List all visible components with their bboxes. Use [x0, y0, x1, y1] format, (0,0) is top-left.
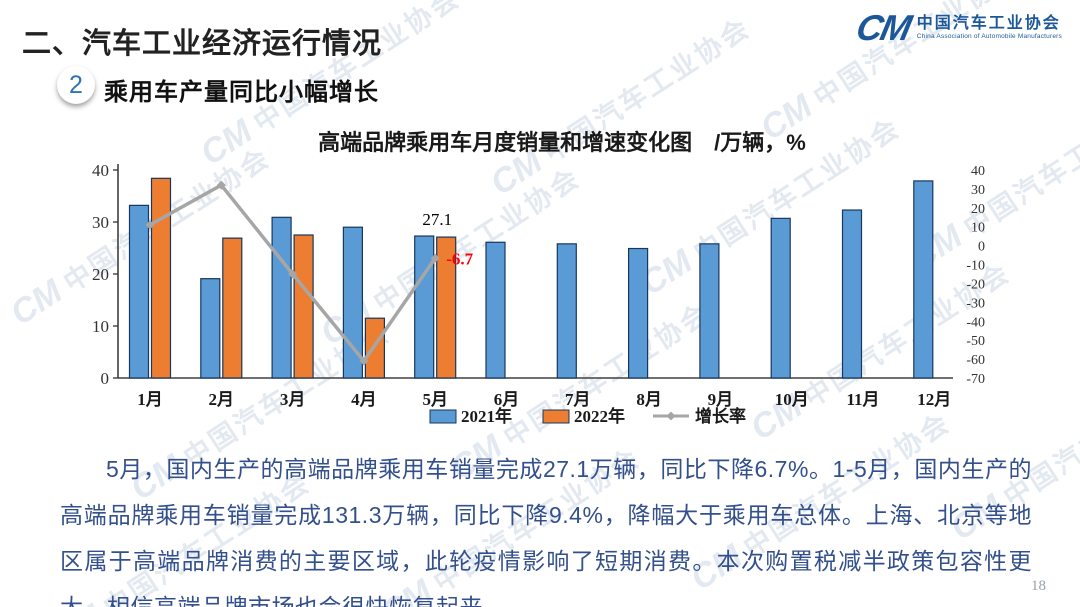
x-axis-label-8月: 8月	[636, 390, 662, 409]
caam-logo-name-cn: 中国汽车工业协会	[916, 15, 1061, 33]
section-title: 二、汽车工业经济运行情况	[22, 28, 383, 60]
body-paragraph: 5月，国内生产的高端品牌乘用车销量完成27.1万辆，同比下降6.7%。1-5月，…	[60, 456, 1032, 607]
bar-2021-1月	[128, 204, 150, 379]
bar-2022-1月	[150, 177, 172, 379]
legend-label-growth: 增长率	[695, 406, 746, 426]
y2-axis-tick-label: 10	[971, 221, 985, 236]
section-number-badge: 2	[57, 66, 95, 104]
bar-2022-3月	[293, 234, 314, 379]
y2-axis-tick-label: 40	[971, 164, 985, 179]
bar-2021-8月	[627, 247, 649, 379]
growth-rate-marker	[145, 220, 155, 230]
y2-axis-tick-label: 20	[971, 202, 985, 217]
y-axis-tick-label: 20	[92, 265, 109, 284]
growth-rate-marker	[359, 356, 369, 366]
legend-label-2021: 2021年	[461, 406, 512, 426]
chart-title: 高端品牌乘用车月度销量和增速变化图 /万辆，%	[318, 130, 806, 155]
growth-rate-marker	[216, 180, 226, 190]
x-axis-label-4月: 4月	[351, 390, 377, 409]
x-axis-label-5月: 5月	[422, 390, 448, 409]
data-label-2022-may: 27.1	[422, 210, 452, 229]
x-axis-label-7月: 7月	[565, 390, 591, 409]
bar-2022-5月	[436, 236, 457, 379]
combo-chart: 高端品牌乘用车月度销量和增速变化图 /万辆，% 0 10 20 30 40 40 30 20 10…	[65, 120, 995, 435]
x-axis-label-3月: 3月	[280, 390, 306, 409]
y2-axis-tick-label: -20	[966, 277, 985, 292]
y2-axis-tick-label: 0	[978, 240, 985, 255]
y-axis-tick-label: 40	[92, 161, 109, 180]
bar-2021-9月	[699, 243, 720, 379]
bar-2021-6月	[485, 241, 506, 379]
bar-2021-7月	[556, 243, 577, 379]
bar-2021-12月	[913, 180, 934, 379]
chart-legend: 2021年 2022年 增长率	[429, 406, 746, 426]
caam-logo-icon: CM	[852, 7, 914, 48]
bar-2021-10月	[770, 217, 791, 379]
data-label-growth-may: -6.7	[446, 249, 473, 268]
legend-swatch-2022	[542, 409, 570, 424]
x-axis-label-9月: 9月	[708, 390, 734, 409]
y2-axis-tick-label: -10	[966, 259, 985, 274]
growth-rate-marker	[430, 253, 440, 263]
y-axis-tick-label: 30	[92, 213, 109, 232]
page-number: 18	[1031, 578, 1046, 594]
x-axis-label-6月: 6月	[494, 390, 520, 409]
x-axis-label-11月: 11月	[846, 390, 879, 409]
legend-label-2022: 2022年	[574, 406, 625, 426]
y2-axis-tick-label: -40	[966, 315, 985, 330]
x-axis-label-1月: 1月	[137, 390, 163, 409]
y-axis-tick-label: 0	[101, 369, 110, 388]
bar-2022-2月	[222, 237, 243, 379]
y2-axis-tick-label: -30	[966, 296, 985, 311]
bar-2021-3月	[271, 216, 292, 379]
chart-svg: 高端品牌乘用车月度销量和增速变化图 /万辆，% 0 10 20 30 40 40 30 20 10…	[92, 130, 985, 426]
y2-axis-tick-label: -70	[966, 372, 985, 387]
x-axis-label-10月: 10月	[775, 390, 809, 409]
legend-marker-growth	[666, 411, 676, 421]
bar-2021-5月	[414, 235, 435, 379]
y2-axis-tick-label: -50	[966, 334, 985, 349]
x-axis-label-2月: 2月	[209, 390, 235, 409]
caam-logo-name-en: China Association of Automobile Manufact…	[916, 33, 1062, 41]
growth-rate-marker	[288, 269, 298, 279]
watermark-cm-icon: CM	[3, 272, 69, 333]
caam-logo-names: 中国汽车工业协会 China Association of Automobile…	[917, 15, 1062, 41]
y-axis-tick-label: 10	[92, 317, 109, 336]
y2-axis-tick-label: 30	[971, 183, 985, 198]
bar-2021-11月	[841, 209, 863, 379]
caam-logo: CM 中国汽车工业协会 China Association of Automob…	[853, 7, 1062, 48]
x-axis-label-12月: 12月	[917, 390, 951, 409]
slide-subtitle: 乘用车产量同比小幅增长	[104, 79, 379, 106]
y2-axis-tick-label: -60	[966, 353, 985, 368]
legend-swatch-2021	[429, 409, 457, 424]
bar-2021-2月	[200, 278, 221, 379]
